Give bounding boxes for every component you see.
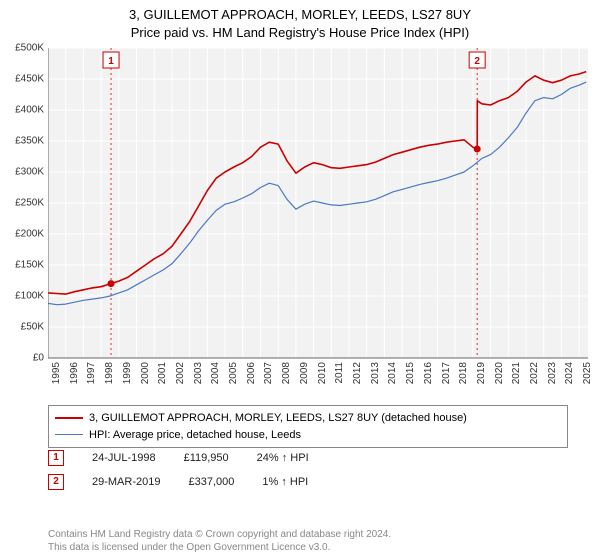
sale-date-0: 24-JUL-1998: [92, 452, 156, 464]
x-tick-label: 1995: [51, 362, 62, 384]
sale-marker-1: 2: [48, 474, 64, 490]
y-tick-label: £350K: [15, 136, 44, 147]
x-tick-label: 2017: [441, 362, 452, 384]
y-tick-label: £300K: [15, 167, 44, 178]
x-tick-label: 2016: [423, 362, 434, 384]
y-tick-label: £400K: [15, 105, 44, 116]
x-tick-label: 2010: [317, 362, 328, 384]
x-tick-label: 2022: [529, 362, 540, 384]
sale-delta-1: 1% ↑ HPI: [262, 476, 308, 488]
svg-text:2: 2: [474, 56, 480, 67]
y-tick-label: £0: [33, 353, 44, 364]
x-tick-label: 2000: [140, 362, 151, 384]
x-tick-label: 1997: [86, 362, 97, 384]
y-tick-label: £500K: [15, 43, 44, 54]
legend-row-0: 3, GUILLEMOT APPROACH, MORLEY, LEEDS, LS…: [55, 410, 561, 427]
sale-price-1: £337,000: [188, 476, 234, 488]
y-tick-label: £200K: [15, 229, 44, 240]
x-tick-label: 2006: [246, 362, 257, 384]
y-tick-label: £450K: [15, 74, 44, 85]
x-tick-label: 1999: [122, 362, 133, 384]
x-tick-label: 2008: [281, 362, 292, 384]
x-tick-label: 2025: [582, 362, 593, 384]
title-line-2: Price paid vs. HM Land Registry's House …: [0, 24, 600, 42]
legend-label-1: HPI: Average price, detached house, Leed…: [89, 427, 301, 444]
footer-line-2: This data is licensed under the Open Gov…: [48, 541, 391, 554]
sale-marker-0: 1: [48, 450, 64, 466]
x-tick-label: 2007: [263, 362, 274, 384]
x-tick-label: 2001: [157, 362, 168, 384]
x-tick-label: 2014: [387, 362, 398, 384]
x-tick-label: 2002: [175, 362, 186, 384]
sale-row-1: 2 29-MAR-2019 £337,000 1% ↑ HPI: [48, 474, 308, 490]
footer-text: Contains HM Land Registry data © Crown c…: [48, 528, 391, 554]
sale-delta-0: 24% ↑ HPI: [257, 452, 309, 464]
sale-row-0: 1 24-JUL-1998 £119,950 24% ↑ HPI: [48, 450, 309, 466]
svg-text:1: 1: [108, 56, 114, 67]
legend-swatch-0: [55, 417, 83, 419]
y-tick-label: £100K: [15, 291, 44, 302]
sale-price-0: £119,950: [184, 452, 229, 464]
x-tick-label: 2012: [352, 362, 363, 384]
x-tick-label: 2024: [564, 362, 575, 384]
x-tick-label: 1998: [104, 362, 115, 384]
legend-label-0: 3, GUILLEMOT APPROACH, MORLEY, LEEDS, LS…: [89, 410, 467, 427]
chart-title-block: 3, GUILLEMOT APPROACH, MORLEY, LEEDS, LS…: [0, 0, 600, 42]
x-tick-label: 2020: [494, 362, 505, 384]
x-tick-label: 1996: [69, 362, 80, 384]
x-tick-label: 2023: [547, 362, 558, 384]
x-tick-label: 2011: [334, 362, 345, 384]
chart-svg: 12: [48, 48, 588, 388]
x-tick-label: 2018: [458, 362, 469, 384]
legend-box: 3, GUILLEMOT APPROACH, MORLEY, LEEDS, LS…: [48, 405, 568, 448]
x-tick-label: 2005: [228, 362, 239, 384]
title-line-1: 3, GUILLEMOT APPROACH, MORLEY, LEEDS, LS…: [0, 6, 600, 24]
x-tick-label: 2013: [370, 362, 381, 384]
sale-date-1: 29-MAR-2019: [92, 476, 160, 488]
y-tick-label: £150K: [15, 260, 44, 271]
x-tick-label: 2015: [405, 362, 416, 384]
x-tick-label: 2019: [476, 362, 487, 384]
y-tick-label: £50K: [21, 322, 44, 333]
x-tick-label: 2009: [299, 362, 310, 384]
x-tick-label: 2004: [210, 362, 221, 384]
y-tick-label: £250K: [15, 198, 44, 209]
legend-swatch-1: [55, 434, 83, 435]
footer-line-1: Contains HM Land Registry data © Crown c…: [48, 528, 391, 541]
legend-row-1: HPI: Average price, detached house, Leed…: [55, 427, 561, 444]
chart-area: 12: [48, 48, 588, 388]
x-tick-label: 2003: [193, 362, 204, 384]
x-tick-label: 2021: [511, 362, 522, 384]
